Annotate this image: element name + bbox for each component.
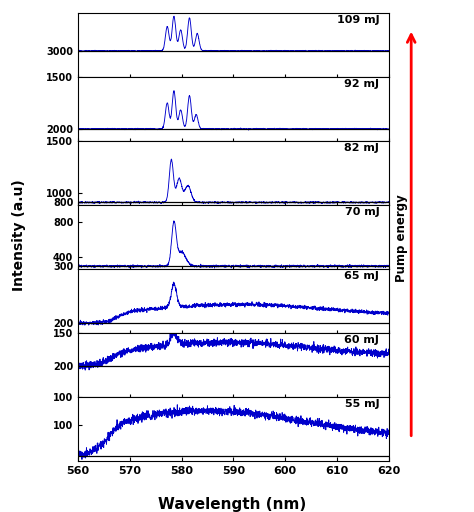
Text: 82 mJ: 82 mJ (345, 143, 379, 153)
Text: 92 mJ: 92 mJ (345, 79, 379, 89)
Text: Wavelength (nm): Wavelength (nm) (158, 497, 306, 512)
Text: Pump energy: Pump energy (395, 194, 408, 282)
Text: 109 mJ: 109 mJ (337, 15, 379, 25)
Text: 60 mJ: 60 mJ (345, 335, 379, 345)
Text: 65 mJ: 65 mJ (345, 271, 379, 281)
Text: Intensity (a.u): Intensity (a.u) (12, 180, 26, 291)
Text: 70 mJ: 70 mJ (345, 207, 379, 217)
Text: 55 mJ: 55 mJ (345, 399, 379, 409)
